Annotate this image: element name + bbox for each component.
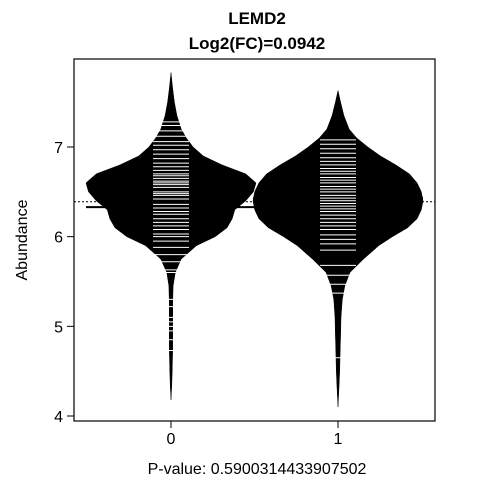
x-tick-label: 0	[167, 431, 176, 448]
x-axis-label: P-value: 0.5900314433907502	[148, 461, 367, 478]
plot-frame	[73, 58, 436, 422]
y-tick-label: 4	[54, 409, 63, 426]
y-tick-label: 7	[54, 140, 63, 157]
tick-layer: 0 1 4 5 6 7	[54, 140, 342, 448]
y-tick-label: 5	[54, 319, 63, 336]
bean-1	[252, 90, 424, 408]
chart-subtitle: Log2(FC)=0.0942	[189, 34, 326, 53]
y-tick-label: 6	[54, 230, 63, 247]
x-tick-label: 1	[334, 431, 343, 448]
y-axis-label: Abundance	[14, 199, 31, 280]
chart-title: LEMD2	[228, 9, 286, 28]
bean-group-layer	[74, 72, 435, 408]
